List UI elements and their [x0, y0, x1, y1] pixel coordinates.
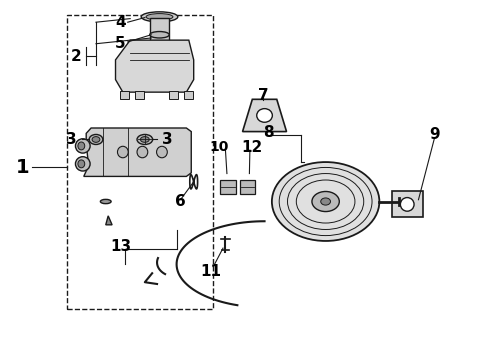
Circle shape — [312, 192, 339, 212]
Ellipse shape — [89, 134, 103, 144]
Text: 5: 5 — [115, 36, 126, 51]
Ellipse shape — [137, 146, 148, 158]
Ellipse shape — [400, 198, 414, 211]
Ellipse shape — [75, 139, 90, 153]
Text: 8: 8 — [263, 125, 274, 140]
Ellipse shape — [78, 142, 85, 150]
Ellipse shape — [146, 14, 173, 20]
Ellipse shape — [257, 109, 272, 122]
Ellipse shape — [150, 32, 169, 38]
Text: 2: 2 — [71, 49, 82, 64]
Text: 11: 11 — [200, 264, 221, 279]
FancyBboxPatch shape — [135, 91, 144, 99]
Ellipse shape — [100, 199, 111, 204]
FancyBboxPatch shape — [184, 91, 193, 99]
Ellipse shape — [92, 136, 100, 142]
Polygon shape — [106, 216, 112, 225]
FancyBboxPatch shape — [392, 191, 423, 217]
Text: 12: 12 — [242, 140, 263, 154]
Text: 6: 6 — [175, 194, 186, 209]
Ellipse shape — [157, 146, 167, 158]
Ellipse shape — [141, 136, 149, 142]
FancyBboxPatch shape — [169, 91, 178, 99]
Text: 13: 13 — [110, 239, 131, 254]
Polygon shape — [243, 99, 287, 132]
Ellipse shape — [137, 134, 153, 144]
Polygon shape — [116, 40, 194, 92]
Text: 10: 10 — [210, 140, 229, 154]
Text: 3: 3 — [162, 132, 172, 147]
FancyBboxPatch shape — [220, 180, 236, 194]
Circle shape — [272, 162, 379, 241]
Circle shape — [321, 198, 331, 205]
Text: 7: 7 — [258, 87, 269, 103]
Ellipse shape — [141, 12, 178, 22]
FancyBboxPatch shape — [240, 180, 255, 194]
Ellipse shape — [118, 146, 128, 158]
Ellipse shape — [78, 160, 85, 168]
Polygon shape — [84, 128, 191, 176]
FancyBboxPatch shape — [121, 91, 129, 99]
Text: 4: 4 — [115, 15, 126, 30]
FancyBboxPatch shape — [150, 18, 169, 41]
Text: 3: 3 — [66, 132, 77, 147]
Text: 9: 9 — [429, 127, 440, 141]
Ellipse shape — [75, 157, 90, 171]
Text: 1: 1 — [16, 158, 29, 177]
